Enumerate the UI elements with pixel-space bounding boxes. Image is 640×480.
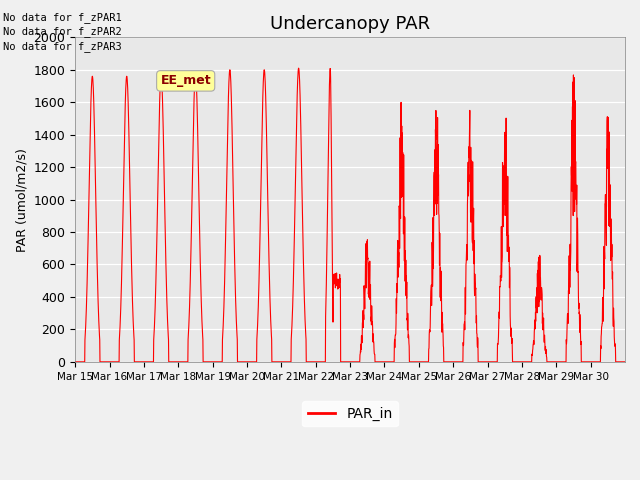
Text: No data for f_zPAR1: No data for f_zPAR1 [3,12,122,23]
Title: Undercanopy PAR: Undercanopy PAR [270,15,430,33]
Legend: PAR_in: PAR_in [302,401,398,426]
Text: No data for f_zPAR3: No data for f_zPAR3 [3,41,122,52]
Y-axis label: PAR (umol/m2/s): PAR (umol/m2/s) [15,148,28,252]
Text: No data for f_zPAR2: No data for f_zPAR2 [3,26,122,37]
Text: EE_met: EE_met [161,74,211,87]
